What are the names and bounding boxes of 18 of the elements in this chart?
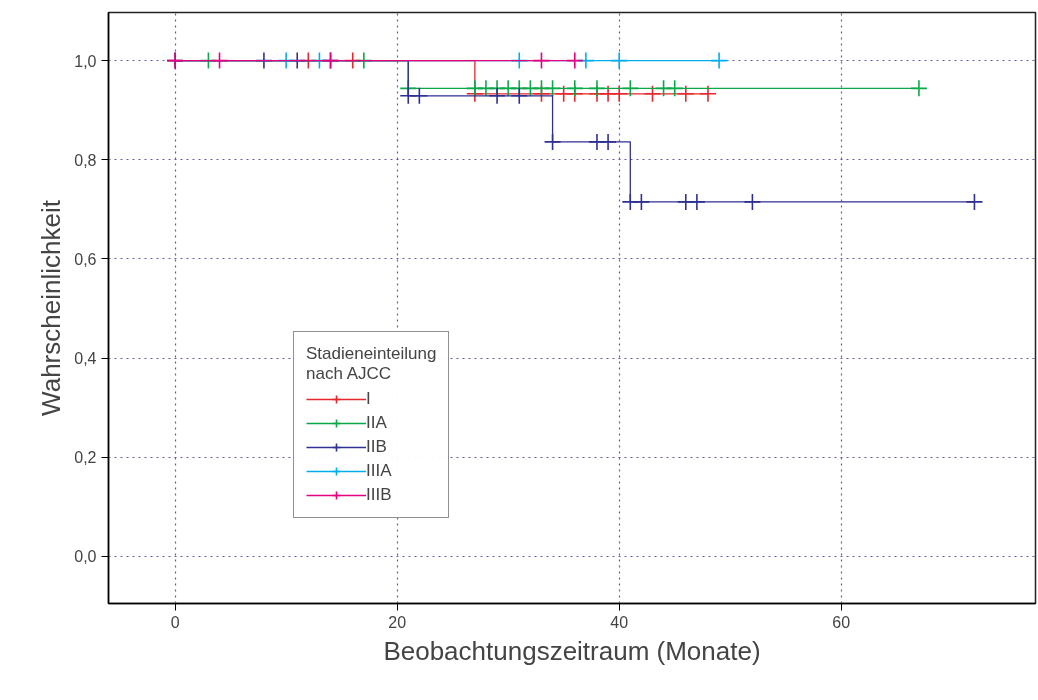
y-tick-label: 0,6 xyxy=(74,250,97,268)
legend-label: I xyxy=(366,389,372,409)
y-tick-label: 1,0 xyxy=(74,52,97,70)
x-tick-label: 60 xyxy=(832,613,851,631)
legend-label: IIIB xyxy=(366,485,392,505)
x-tick-label: 20 xyxy=(388,613,407,631)
y-tick-label: 0,4 xyxy=(74,350,97,368)
x-tick-label: 40 xyxy=(610,613,629,631)
legend-label: IIB xyxy=(366,437,387,457)
legend-label: IIA xyxy=(366,413,387,433)
y-axis-title: Wahrscheinlichkeit xyxy=(36,199,67,416)
y-tick-label: 0,8 xyxy=(74,151,97,169)
legend-label: IIIA xyxy=(366,461,392,481)
y-tick-label: 0,2 xyxy=(74,449,97,467)
x-tick-label: 0 xyxy=(170,613,180,631)
y-tick-label: 0,0 xyxy=(74,548,97,566)
legend-title: Stadieneinteilung nach AJCC xyxy=(306,344,437,384)
x-axis-title: Beobachtungszeitraum (Monate) xyxy=(383,635,761,666)
